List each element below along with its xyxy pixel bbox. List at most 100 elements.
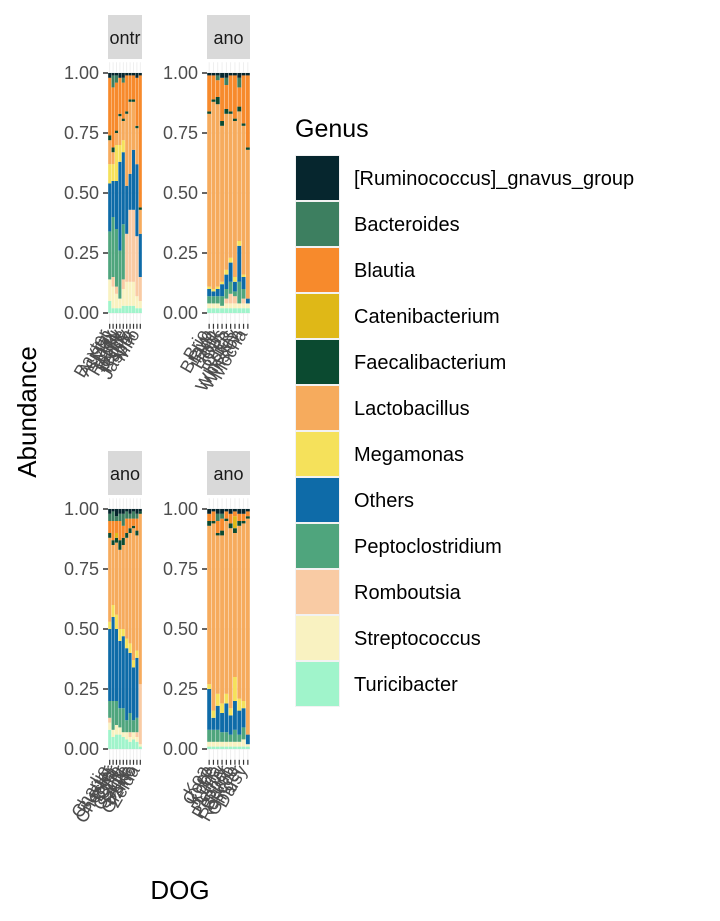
bar-segment bbox=[215, 289, 220, 297]
bar-segment bbox=[138, 511, 142, 514]
bar-segment bbox=[135, 128, 139, 165]
bar-segment bbox=[118, 734, 122, 749]
bar-segment bbox=[241, 739, 246, 747]
bar-segment bbox=[207, 509, 212, 514]
stacked-bar bbox=[207, 73, 212, 313]
bar-segment bbox=[228, 708, 233, 716]
bar-segment bbox=[121, 513, 125, 526]
bar-segment bbox=[111, 545, 115, 605]
bar-segment bbox=[211, 75, 216, 100]
bar-segment bbox=[131, 739, 136, 749]
bar-segment bbox=[220, 77, 224, 121]
bar-segment bbox=[224, 109, 229, 114]
legend-label: Peptoclostridium bbox=[354, 536, 502, 558]
bar-segment bbox=[118, 308, 122, 313]
bar-segment bbox=[237, 710, 242, 735]
bar-segment bbox=[108, 509, 112, 514]
bar-segment bbox=[233, 75, 237, 119]
stacked-bar bbox=[121, 73, 125, 313]
bar-segment bbox=[128, 732, 132, 737]
bar-segment bbox=[233, 291, 237, 297]
legend-item: Faecalibacterium bbox=[295, 339, 506, 385]
bar-segment bbox=[135, 530, 139, 536]
bar-segment bbox=[114, 181, 119, 229]
bar-segment bbox=[237, 698, 242, 711]
bar-segment bbox=[220, 284, 224, 297]
bar-segment bbox=[121, 121, 125, 141]
bar-segment bbox=[237, 525, 242, 699]
bar-segment bbox=[111, 701, 115, 730]
bar-segment bbox=[215, 693, 220, 706]
bar-segment bbox=[128, 533, 132, 644]
y-tick-label: 0.25 bbox=[163, 243, 198, 263]
y-tick-label: 0.75 bbox=[64, 559, 99, 579]
legend-label: Others bbox=[354, 490, 414, 512]
bar-segment bbox=[237, 734, 242, 742]
bar-segment bbox=[108, 521, 112, 533]
bar-segment bbox=[135, 737, 139, 742]
bar-segment bbox=[135, 732, 139, 737]
stacked-bar bbox=[233, 73, 237, 313]
bar-segment bbox=[207, 729, 212, 742]
bar-segment bbox=[108, 533, 112, 538]
stacked-bar bbox=[224, 509, 229, 749]
bar-segment bbox=[211, 729, 216, 742]
bar-segment bbox=[121, 152, 125, 225]
bar-segment bbox=[138, 233, 142, 277]
bar-segment bbox=[114, 533, 119, 538]
stacked-bar bbox=[135, 73, 139, 313]
bar-segment bbox=[114, 73, 119, 76]
bar-segment bbox=[121, 77, 125, 83]
y-tick-label: 0.00 bbox=[163, 739, 198, 759]
bar-segment bbox=[111, 152, 115, 165]
bar-segment bbox=[125, 732, 129, 740]
bar-segment bbox=[138, 301, 142, 309]
y-tick-label: 0.25 bbox=[163, 679, 198, 699]
bar-segment bbox=[215, 104, 220, 287]
y-tick-label: 0.50 bbox=[163, 183, 198, 203]
legend-label: Turicibacter bbox=[354, 674, 458, 696]
bar-segment bbox=[245, 516, 250, 519]
bar-segment bbox=[111, 277, 115, 287]
bar-segment bbox=[211, 717, 216, 730]
bar-segment bbox=[211, 523, 216, 711]
bar-segment bbox=[121, 732, 125, 737]
bar-segment bbox=[207, 513, 212, 521]
stacked-bar bbox=[125, 73, 129, 313]
bar-segment bbox=[220, 121, 224, 126]
bar-segment bbox=[125, 233, 129, 282]
bar-segment bbox=[241, 523, 246, 701]
bar-segment bbox=[211, 296, 216, 304]
bar-segment bbox=[118, 509, 122, 514]
bar-segment bbox=[131, 305, 136, 313]
bar-segment bbox=[241, 746, 246, 749]
bar-segment bbox=[108, 722, 112, 730]
bar-segment bbox=[241, 727, 246, 740]
bar-segment bbox=[237, 281, 242, 304]
bar-segment bbox=[138, 277, 142, 301]
bar-segment bbox=[224, 732, 229, 742]
bar-segment bbox=[245, 298, 250, 304]
bar-segment bbox=[135, 73, 139, 78]
bar-segment bbox=[108, 231, 112, 280]
bar-segment bbox=[237, 245, 242, 282]
bar-segment bbox=[128, 173, 132, 210]
bar-segment bbox=[224, 703, 229, 733]
bar-segment bbox=[125, 638, 129, 649]
stacked-bar bbox=[108, 509, 112, 749]
bar-segment bbox=[224, 85, 229, 109]
bar-segment bbox=[121, 140, 125, 153]
stacked-bar bbox=[111, 73, 115, 313]
facet-strip-label: ano bbox=[213, 464, 243, 484]
bar-segment bbox=[128, 737, 132, 742]
bar-segment bbox=[121, 537, 125, 545]
bar-segment bbox=[118, 116, 122, 145]
bar-segment bbox=[125, 111, 129, 114]
bar-segment bbox=[224, 511, 229, 519]
bar-segment bbox=[220, 535, 224, 704]
bar-segment bbox=[241, 123, 246, 126]
bar-segment bbox=[241, 274, 246, 277]
bar-segment bbox=[233, 701, 237, 730]
bar-segment bbox=[207, 73, 212, 76]
